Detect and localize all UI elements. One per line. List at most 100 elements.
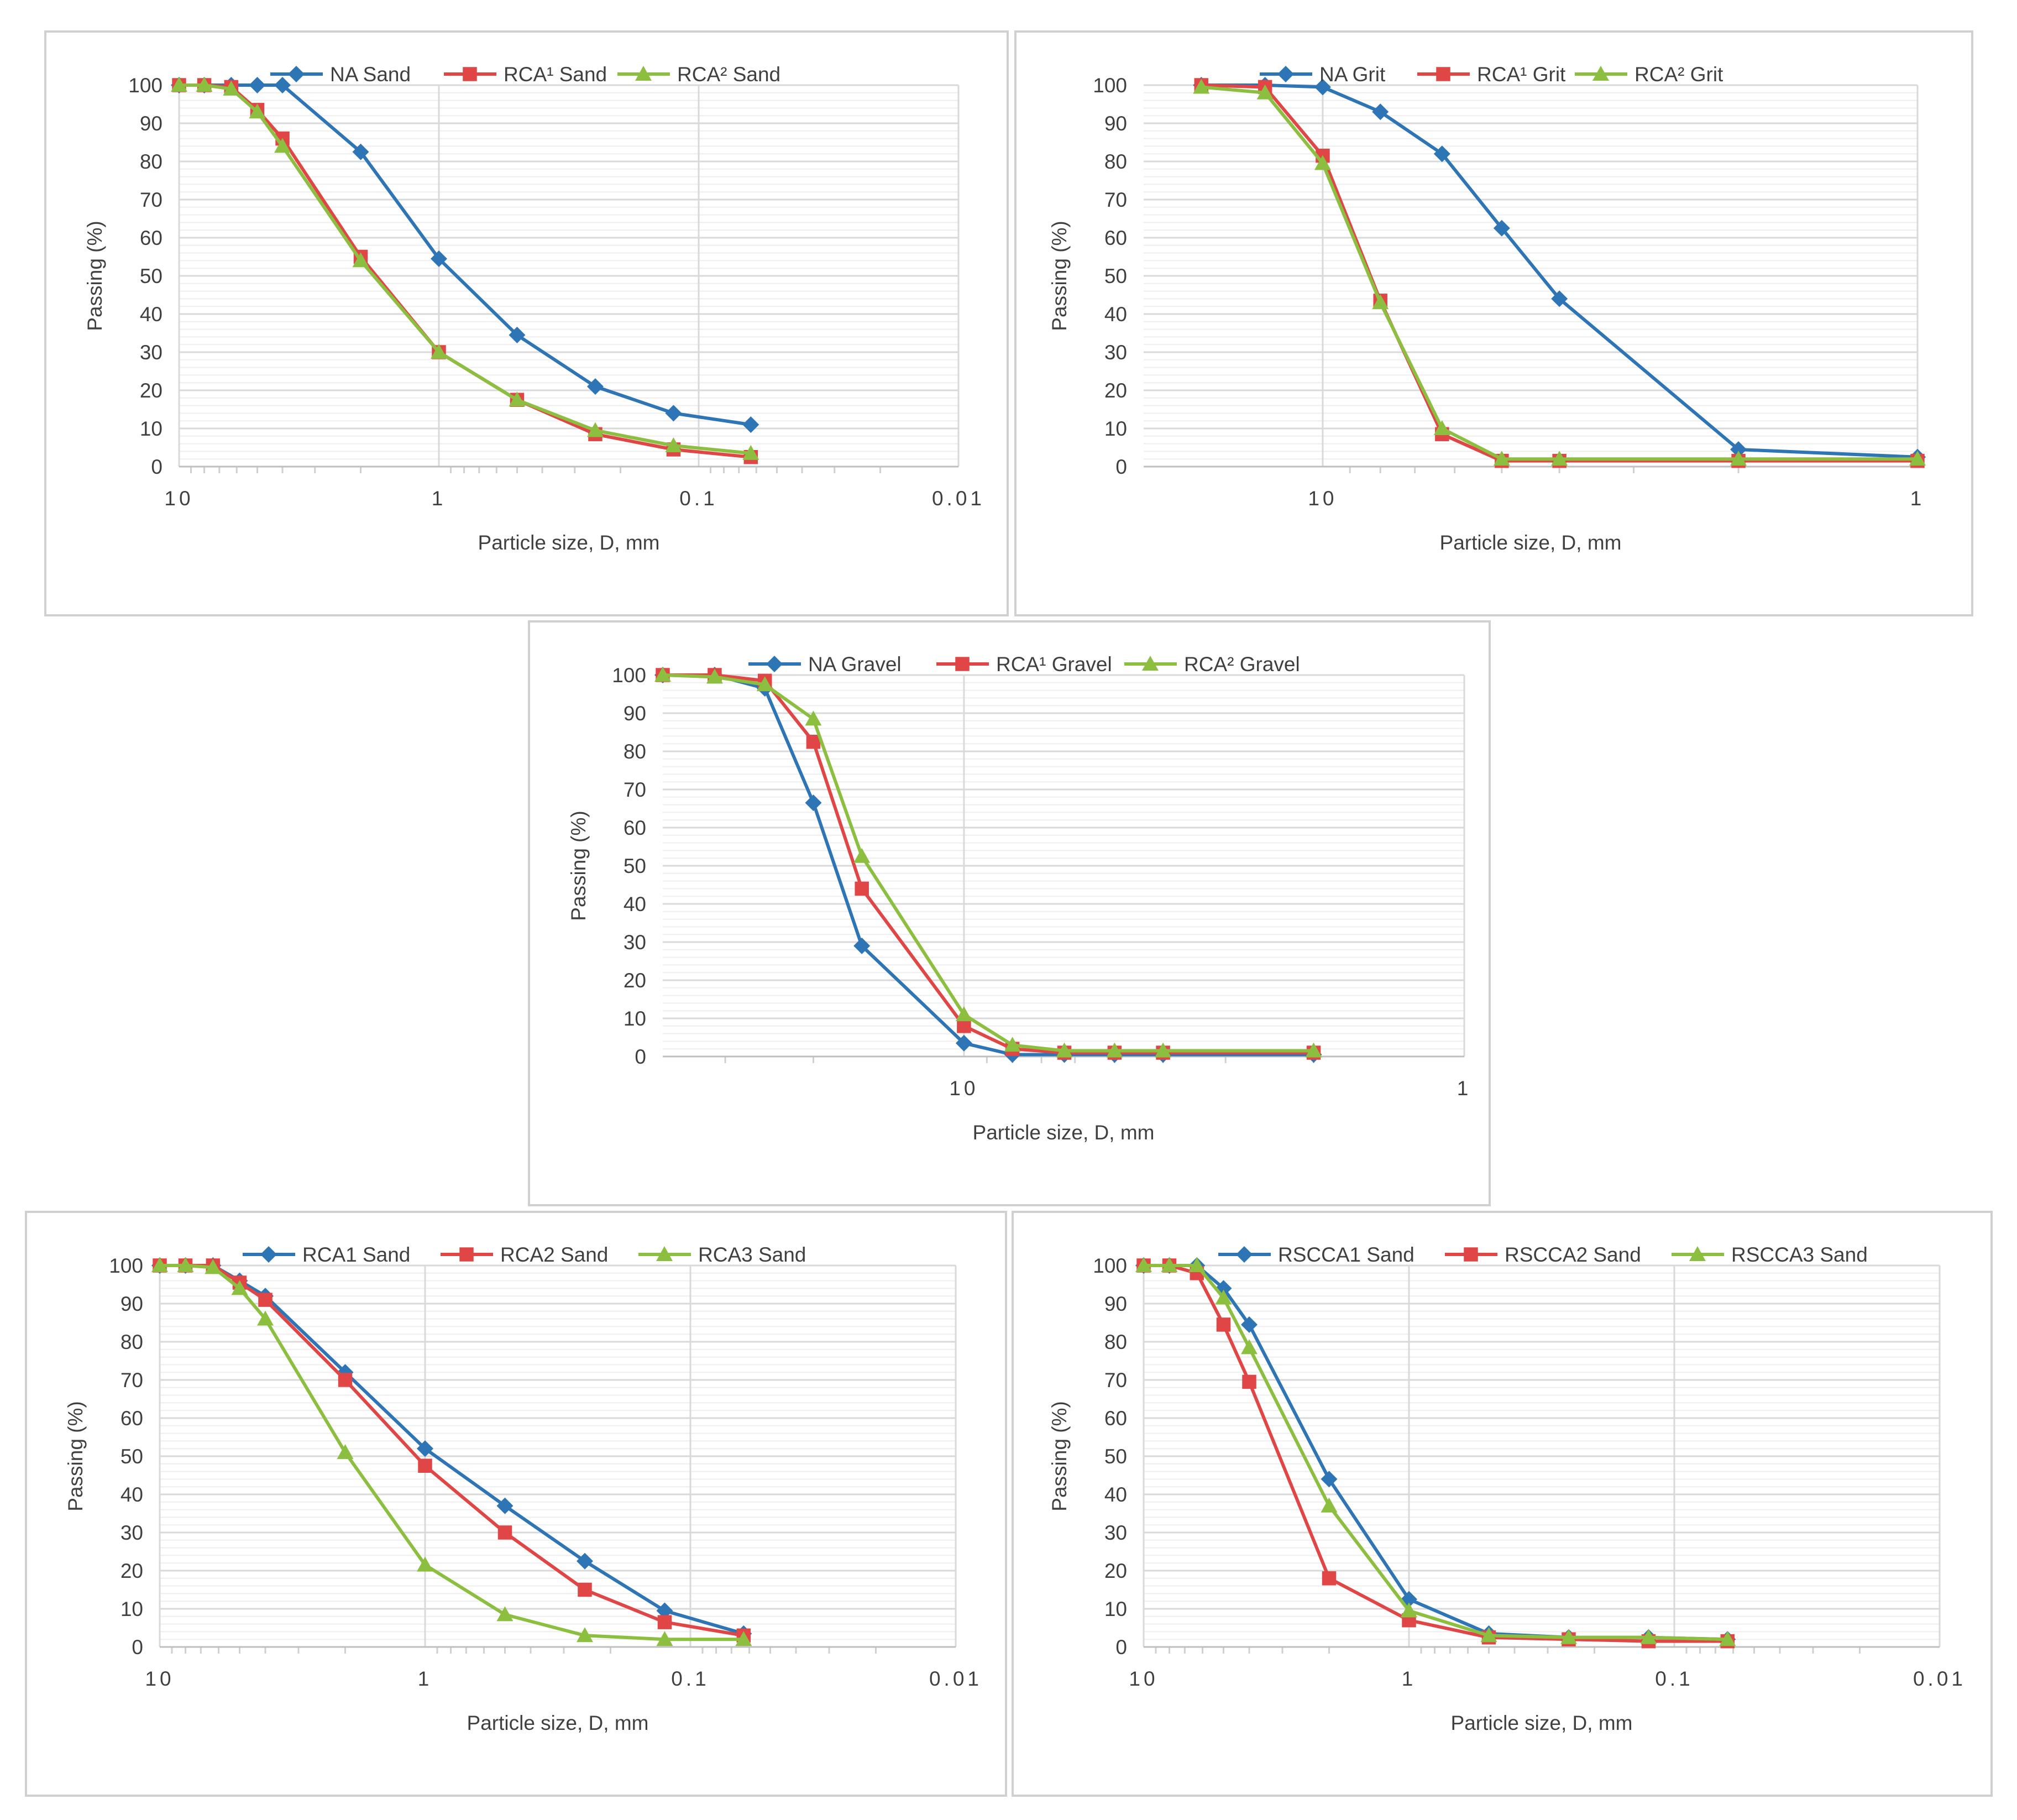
data-point bbox=[1433, 145, 1450, 163]
legend-item: RSCCA1 Sand bbox=[1218, 1243, 1414, 1266]
x-tick-label: 1 bbox=[432, 487, 447, 510]
y-tick-label: 80 bbox=[140, 150, 163, 173]
data-point bbox=[657, 1615, 672, 1629]
series-rca2-sand bbox=[153, 1258, 751, 1643]
y-tick-label: 40 bbox=[1104, 1483, 1127, 1506]
y-tick-label: 50 bbox=[140, 265, 163, 287]
x-axis-title: Particle size, D, mm bbox=[1451, 1712, 1633, 1734]
data-point bbox=[274, 138, 291, 153]
series-na-sand bbox=[171, 77, 759, 433]
y-tick-label: 100 bbox=[1093, 1254, 1127, 1277]
data-point bbox=[1480, 1627, 1497, 1643]
y-tick-label: 20 bbox=[1104, 1560, 1127, 1582]
data-point bbox=[257, 1310, 274, 1326]
x-axis-title: Particle size, D, mm bbox=[467, 1712, 649, 1734]
data-point bbox=[586, 378, 604, 395]
y-tick-label: 30 bbox=[624, 931, 646, 954]
legend-marker bbox=[459, 1247, 474, 1262]
legend-marker bbox=[766, 656, 783, 672]
data-point bbox=[1321, 1471, 1338, 1488]
data-point bbox=[496, 1606, 514, 1622]
data-point bbox=[1155, 1042, 1172, 1058]
chart-panel-rscca-sand: 0 10 20 30 40 50 60 70 80 90 100 10 1 0.1 0.01 Particle… bbox=[1012, 1211, 1993, 1797]
legend-label: RCA² Gravel bbox=[1184, 653, 1300, 676]
y-tick-label: 30 bbox=[1104, 1521, 1127, 1544]
y-tick-label: 100 bbox=[1093, 74, 1127, 97]
series-line bbox=[1201, 85, 1918, 461]
legend-marker bbox=[1592, 66, 1609, 81]
y-axis-title: Passing (%) bbox=[1048, 1401, 1071, 1511]
x-tick-label: 10 bbox=[1308, 487, 1337, 510]
legend-item: RCA3 Sand bbox=[638, 1243, 806, 1266]
series-line bbox=[1201, 83, 1918, 463]
legend-label: RCA1 Sand bbox=[302, 1243, 410, 1266]
series-rscca2-sand bbox=[1136, 1258, 1735, 1649]
legend-label: RSCCA1 Sand bbox=[1278, 1243, 1414, 1266]
data-point bbox=[1256, 84, 1274, 100]
legend-label: NA Sand bbox=[330, 63, 411, 86]
data-point bbox=[1241, 1339, 1258, 1354]
data-point bbox=[1322, 1571, 1337, 1586]
y-tick-label: 10 bbox=[121, 1598, 143, 1620]
chart-panel-gravel: 0 10 20 30 40 50 60 70 80 90 100 10 1 Particle size, … bbox=[528, 620, 1491, 1206]
y-tick-label: 80 bbox=[1104, 150, 1127, 173]
y-tick-label: 40 bbox=[624, 893, 646, 916]
y-tick-label: 60 bbox=[140, 227, 163, 249]
legend-item: RCA² Grit bbox=[1575, 63, 1723, 86]
data-point bbox=[249, 77, 266, 93]
y-tick-label: 40 bbox=[121, 1483, 143, 1506]
legend-marker bbox=[1436, 67, 1450, 81]
x-tick-label: 0.01 bbox=[932, 487, 985, 510]
series-line bbox=[663, 673, 1314, 1055]
y-tick-label: 90 bbox=[1104, 112, 1127, 135]
y-tick-label: 10 bbox=[1104, 417, 1127, 440]
x-tick-label: 1 bbox=[1910, 487, 1925, 510]
legend-marker bbox=[656, 1246, 673, 1261]
y-tick-label: 70 bbox=[121, 1369, 143, 1392]
x-tick-label: 1 bbox=[1457, 1077, 1472, 1100]
y-tick-label: 10 bbox=[140, 417, 163, 440]
data-point bbox=[665, 437, 682, 453]
y-tick-label: 10 bbox=[624, 1007, 646, 1030]
series-rca-grit bbox=[1193, 79, 1926, 466]
data-point bbox=[1305, 1042, 1322, 1058]
legend-marker bbox=[1142, 656, 1159, 671]
data-point bbox=[1551, 290, 1568, 307]
series-rca-gravel bbox=[654, 667, 1322, 1058]
y-tick-label: 60 bbox=[1104, 227, 1127, 249]
x-tick-label: 0.01 bbox=[929, 1667, 982, 1690]
y-tick-label: 70 bbox=[624, 778, 646, 801]
data-point bbox=[1321, 1497, 1338, 1513]
y-axis-title: Passing (%) bbox=[83, 221, 106, 331]
data-point bbox=[735, 1631, 752, 1646]
legend-item: NA Gravel bbox=[748, 653, 902, 676]
data-point bbox=[171, 77, 187, 92]
data-point bbox=[805, 794, 822, 812]
legend-marker bbox=[1689, 1246, 1706, 1261]
data-point bbox=[223, 80, 240, 96]
series-line bbox=[662, 673, 1314, 1053]
data-point bbox=[352, 143, 369, 160]
data-point bbox=[576, 1627, 593, 1643]
data-point bbox=[576, 1552, 593, 1570]
y-tick-label: 80 bbox=[1104, 1331, 1127, 1353]
data-point bbox=[352, 252, 369, 268]
data-point bbox=[231, 1280, 248, 1295]
y-tick-label: 30 bbox=[1104, 341, 1127, 364]
data-point bbox=[742, 444, 759, 460]
data-point bbox=[1241, 1316, 1258, 1333]
x-axis-title: Particle size, D, mm bbox=[973, 1121, 1155, 1144]
data-point bbox=[955, 1006, 972, 1022]
data-point bbox=[805, 710, 822, 726]
x-tick-label: 10 bbox=[164, 487, 193, 510]
x-tick-label: 10 bbox=[949, 1077, 978, 1100]
y-tick-label: 0 bbox=[132, 1636, 143, 1659]
y-tick-label: 80 bbox=[121, 1331, 143, 1353]
data-point bbox=[1372, 103, 1389, 121]
y-tick-label: 50 bbox=[1104, 265, 1127, 287]
legend-item: RCA² Gravel bbox=[1124, 653, 1300, 676]
legend-marker bbox=[955, 657, 970, 671]
series-rca1-sand bbox=[151, 1257, 752, 1642]
data-point bbox=[1314, 155, 1331, 170]
